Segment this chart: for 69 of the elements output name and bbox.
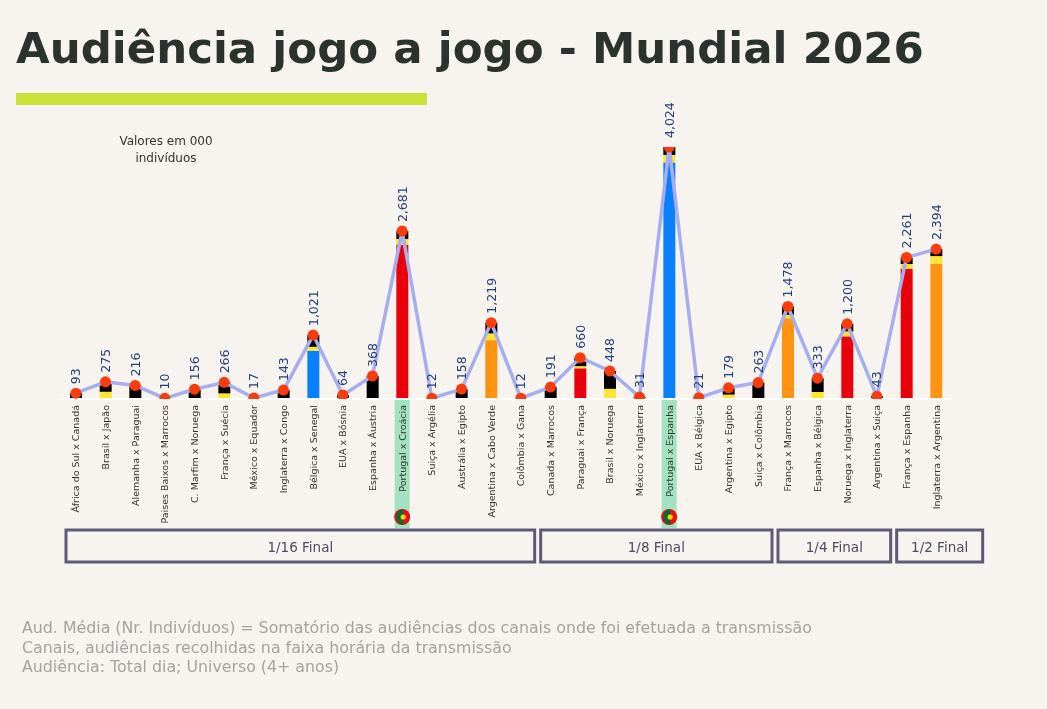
data-label: 156 [187,356,202,381]
x-tick-label: Argentina x Egipto [723,404,734,494]
x-tick-label: África do Sul x Canadá [70,405,82,513]
x-tick-label: Brasil x Japão [100,404,111,470]
x-tick-label: França x Suécia [218,405,230,480]
data-label: 660 [572,324,588,349]
text: Canais, audiências recolhidas na faixa horária da transmissão [22,637,513,657]
x-tick-label: Inglaterra x Argentina [930,405,942,510]
text: Audiência: Total dia; Universo (4+ anos) [22,657,341,677]
data-label: 2,681 [394,186,410,223]
data-label: 21 [691,372,707,389]
text: 1/2 Final [911,539,969,555]
data-label: 64 [335,370,351,386]
data-label: 31 [632,372,647,389]
data-label: 216 [127,352,143,377]
x-tick-label: Suiça x Colômbia [752,405,764,488]
x-tick-label: Suiça x Argélia [426,405,438,476]
data-label: 333 [810,345,825,370]
x-tick-label: Argentina x Cabo Verde [485,404,497,518]
data-label: 1,219 [483,277,499,314]
text: 1/8 Final [627,539,685,555]
data-label: 191 [543,354,558,379]
x-tick-label: Argentina x Suiça [871,405,883,489]
x-tick-label: França x Marrocos [782,404,794,492]
x-tick-label: Espanha x Bélgica [812,405,823,493]
data-label: 158 [454,356,469,381]
x-tick-label: Portugal x Croácia [396,405,408,492]
data-label: 12 [424,373,440,390]
annotation: Valores em 000 indivíduos [118,133,214,167]
data-label: 17 [246,373,262,389]
x-tick-label: Inglaterra x Congo [278,404,289,494]
x-tick-label: Paraguai x França [574,405,586,490]
x-tick-label: México x Inglaterra [634,405,645,497]
x-tick-label: Canada x Marrocos [545,404,556,497]
data-label: 275 [98,348,113,373]
data-label: 368 [365,343,380,367]
text: Audiência jogo a jogo - Mundial 2026 [16,22,924,75]
x-tick-label: Alemanha x Paraguai [129,405,141,506]
text: 1/4 Final [805,539,863,555]
x-tick-label: Bélgica x Senegal [307,405,319,490]
x-tick-label: México x Equador [248,404,260,490]
text: Aud. Média (Nr. Indivíduos) = Somatório das audiências dos canais onde foi efetuada a transmissão [22,618,812,638]
data-label: 43 [869,371,885,388]
data-label: 179 [721,354,736,379]
data-label: 12 [513,373,529,390]
x-tick-label: Noruega x Inglaterra [841,405,853,504]
x-tick-label: Brasil x Noruega [604,405,616,484]
x-tick-label: França x Espanha [901,405,912,489]
x-tick-label: Espanha x Áustria [367,405,378,491]
data-label: 1,200 [839,279,855,315]
data-label: 266 [216,349,232,374]
x-tick-label: Austrália x Egipto [456,404,467,489]
data-label: 93 [68,368,84,385]
data-label: 263 [750,349,766,374]
x-tick-label: Paises Baixos x Marrocos [159,404,171,524]
x-tick-label: Portugal x Espanha [663,405,675,497]
data-label: 2,394 [928,204,944,241]
x-tick-label: EUA x Bélgica [693,405,705,471]
data-label: 448 [602,338,618,362]
x-tick-label: Colômbia x Gana [515,405,527,487]
data-label: 1,021 [305,290,321,327]
text: 1/16 Final [267,539,334,555]
data-label: 2,261 [899,212,914,249]
data-label: 1,478 [780,261,796,298]
data-label: 143 [276,357,291,382]
x-tick-label: C. Marfim x Noruega [189,405,200,504]
data-label: 4,024 [661,102,677,138]
data-label: 10 [157,373,173,390]
x-tick-label: EUA x Bósnia [337,405,349,468]
